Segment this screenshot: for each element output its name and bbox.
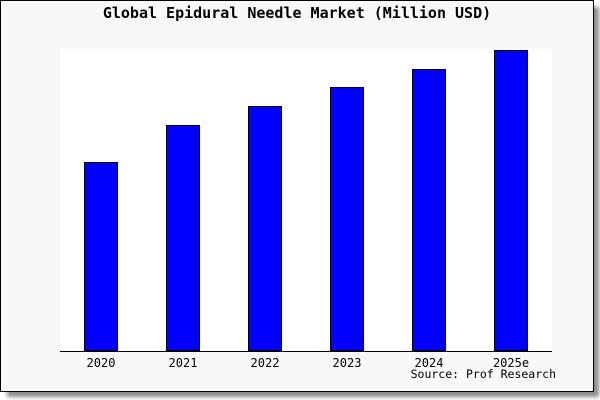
x-tick-label-2022: 2022 (250, 356, 280, 370)
bar-2025e (494, 50, 528, 351)
source-credit: Source: Prof Research (410, 367, 556, 381)
x-tick-label-2024: 2024 (414, 356, 444, 370)
bar-2023 (330, 87, 364, 351)
chart-frame: Global Epidural Needle Market (Million U… (0, 0, 594, 392)
bar-2021 (166, 125, 200, 351)
x-tick-label-2023: 2023 (332, 356, 362, 370)
plot-area (60, 49, 552, 352)
x-tick-label-2021: 2021 (168, 356, 198, 370)
bar-2024 (412, 69, 446, 351)
bar-2020 (84, 162, 118, 351)
chart-title: Global Epidural Needle Market (Million U… (102, 4, 492, 22)
bar-2022 (248, 106, 282, 351)
x-tick-label-2020: 2020 (86, 356, 116, 370)
x-tick-label-2025e: 2025e (492, 356, 530, 370)
